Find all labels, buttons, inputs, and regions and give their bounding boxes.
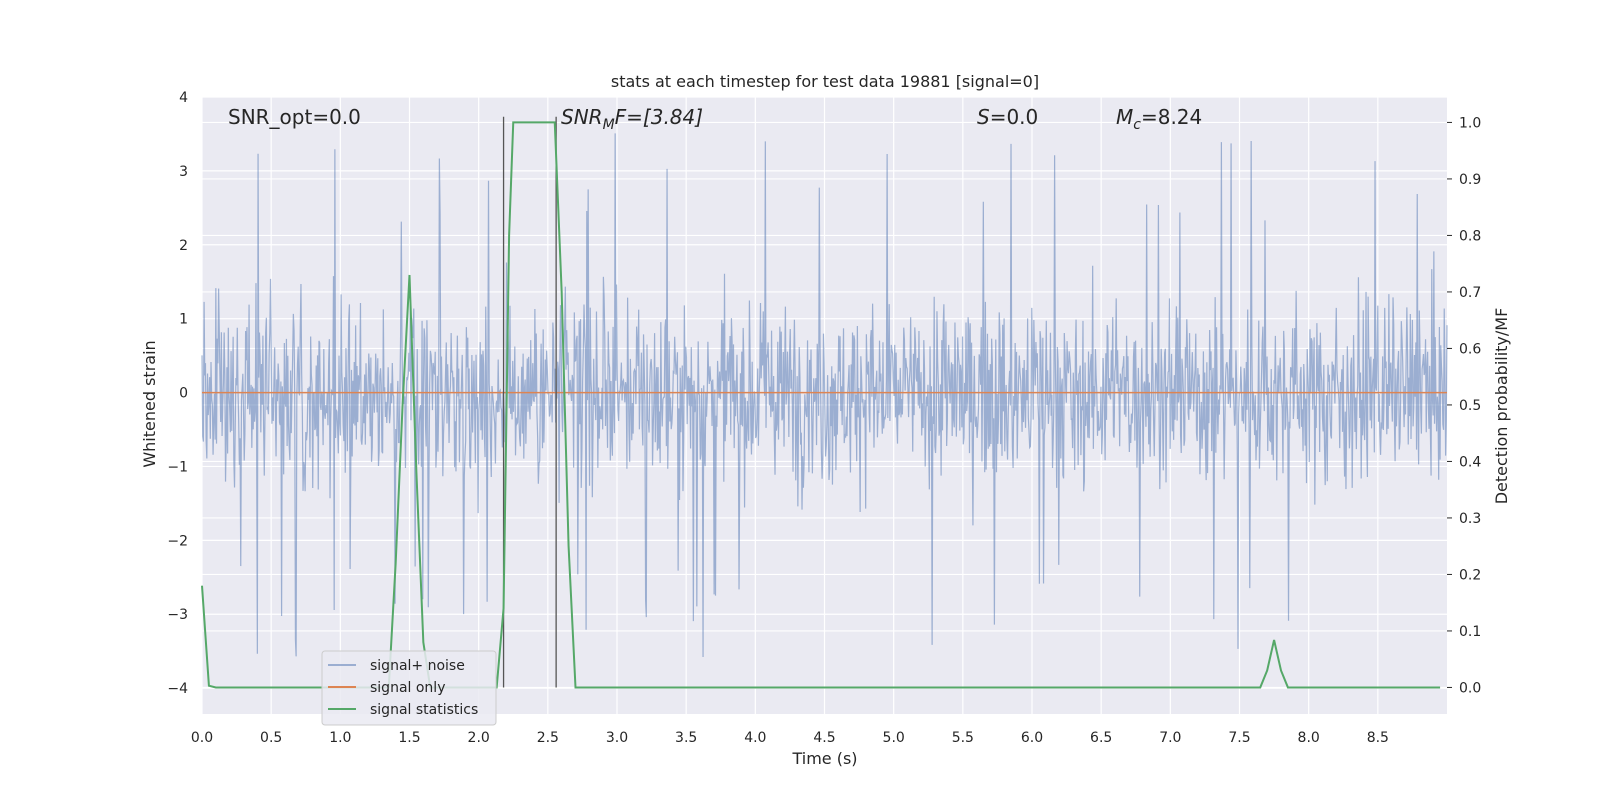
y-tick-label: 3	[179, 164, 188, 180]
x-tick-label: 5.5	[952, 730, 974, 746]
x-tick-label: 7.5	[1228, 730, 1250, 746]
x-tick-label: 6.0	[1021, 730, 1043, 746]
x-tick-label: 3.5	[675, 730, 697, 746]
annotation-snr-opt: SNR_opt=0.0	[228, 105, 361, 129]
y-tick-label: 4	[179, 90, 188, 106]
y2-tick-label: 0.0	[1459, 680, 1481, 696]
annotation-mc: Mc=8.24	[1116, 105, 1202, 133]
legend-label-signal-only: signal only	[370, 680, 445, 696]
x-tick-label: 8.0	[1298, 730, 1320, 746]
y-axis-label: Whitened strain	[140, 340, 159, 467]
chart-title: stats at each timestep for test data 198…	[611, 72, 1039, 91]
x-tick-label: 3.0	[606, 730, 628, 746]
y-tick-label: 1	[179, 312, 188, 328]
x-axis-label: Time (s)	[791, 749, 857, 768]
y2-tick-label: 0.2	[1459, 567, 1481, 583]
y-tick-label: 2	[179, 238, 188, 254]
y-tick-label: −3	[167, 607, 188, 623]
y2-tick-label: 0.9	[1459, 172, 1481, 188]
legend: signal+ noise signal only signal statist…	[321, 650, 497, 726]
x-tick-label: 0.5	[260, 730, 282, 746]
x-tick-label: 4.5	[813, 730, 835, 746]
y2-tick-label: 0.8	[1459, 228, 1481, 244]
y2-tick-label: 0.4	[1459, 454, 1481, 470]
x-tick-label: 5.0	[883, 730, 905, 746]
x-tick-label: 2.5	[537, 730, 559, 746]
y-tick-label: −2	[167, 533, 188, 549]
x-axis-ticks: 0.0 0.5 1.0 1.5 2.0 2.5 3.0 3.5 4.0 4.5 5.0 5.5 6.0 6…	[191, 730, 1389, 746]
legend-label-signal-statistics: signal statistics	[370, 702, 478, 718]
y-tick-label: −1	[167, 459, 188, 475]
y-tick-label: −4	[167, 681, 188, 697]
x-tick-label: 1.0	[329, 730, 351, 746]
y-axis-ticks: −4 −3 −2 −1 0 1 2 3 4	[167, 90, 188, 697]
y2-axis-ticks: 0.0 0.1 0.2 0.3 0.4 0.5 0.6 0.7 0.8 0.9 1.0	[1447, 115, 1481, 696]
x-tick-label: 4.0	[744, 730, 766, 746]
x-tick-label: 2.0	[468, 730, 490, 746]
x-tick-label: 0.0	[191, 730, 213, 746]
y2-tick-label: 1.0	[1459, 115, 1481, 131]
annotation-s: S=0.0	[977, 105, 1038, 129]
annotation-snr-mf: SNRMF=[3.84]	[561, 105, 703, 133]
x-tick-label: 8.5	[1367, 730, 1389, 746]
y2-tick-label: 0.1	[1459, 624, 1481, 640]
x-tick-label: 1.5	[398, 730, 420, 746]
legend-label-signal-noise: signal+ noise	[370, 658, 465, 674]
y2-tick-label: 0.3	[1459, 511, 1481, 527]
y-tick-label: 0	[179, 386, 188, 402]
y2-tick-label: 0.5	[1459, 398, 1481, 414]
y2-tick-label: 0.7	[1459, 285, 1481, 301]
legend-box	[321, 650, 497, 726]
y2-axis-label: Detection probability/MF	[1492, 308, 1511, 505]
x-tick-label: 7.0	[1159, 730, 1181, 746]
y2-tick-label: 0.6	[1459, 341, 1481, 357]
x-tick-label: 6.5	[1090, 730, 1112, 746]
